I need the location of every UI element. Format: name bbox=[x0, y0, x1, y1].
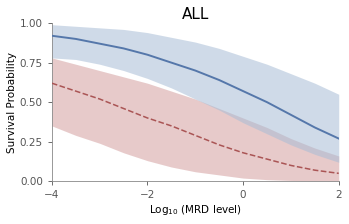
Y-axis label: Survival Probability: Survival Probability bbox=[7, 52, 17, 153]
X-axis label: Log$_{10}$ (MRD level): Log$_{10}$ (MRD level) bbox=[149, 203, 242, 217]
Title: ALL: ALL bbox=[181, 7, 209, 22]
